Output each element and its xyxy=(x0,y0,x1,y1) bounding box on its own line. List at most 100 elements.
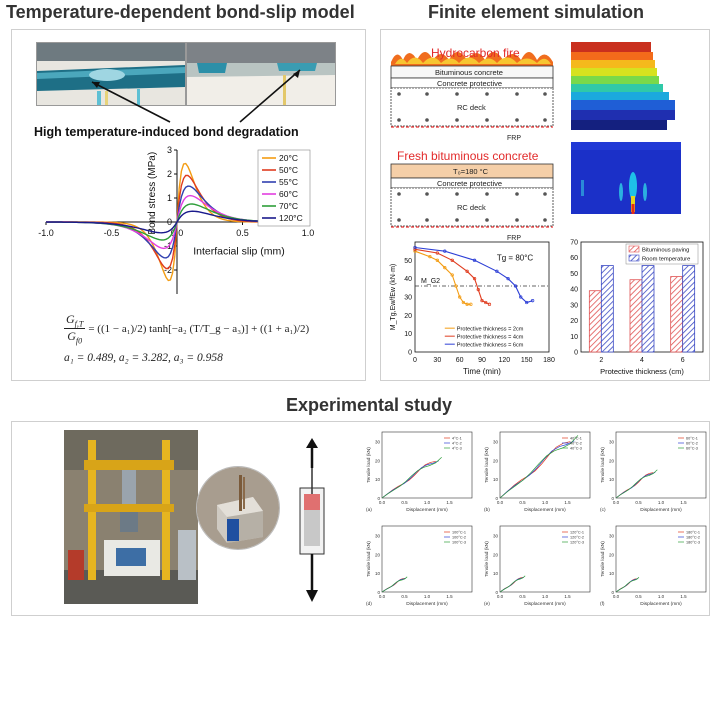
legend-label: 40°C-3 xyxy=(570,447,582,451)
x-tick-label: 0.5 xyxy=(519,500,526,505)
x-tick-label: 1.0 xyxy=(658,594,665,599)
x-axis-label: Time (min) xyxy=(463,367,501,376)
x-tick-label: 0 xyxy=(413,357,417,364)
y-tick-label: 0 xyxy=(611,496,614,501)
x-axis-label: Displacement (mm) xyxy=(524,507,566,513)
panel-tag: (a) xyxy=(366,507,372,513)
x-tick-label: 1.5 xyxy=(680,594,687,599)
y-tick-label: 30 xyxy=(493,439,499,444)
fresh-title: Fresh bituminous concrete xyxy=(397,149,539,163)
y-axis-label: Tensile load (kN) xyxy=(600,447,606,483)
series-point xyxy=(465,269,469,273)
load-displacement-chart: 0 10 20 30 0.0 0.5 1.0 1.5 Displacement (mm) Tens… xyxy=(484,525,591,607)
series-line xyxy=(615,577,640,593)
y-axis-label: Tensile load (kN) xyxy=(600,541,606,577)
layer-bituminous: Bituminous concrete xyxy=(435,68,503,77)
x-axis-label: Displacement (mm) xyxy=(640,507,682,513)
load-displacement-chart: 0 10 20 30 0.0 0.5 1.0 1.5 Displacement (mm) Tens… xyxy=(484,431,591,513)
series-point xyxy=(476,288,480,292)
fem-section-fresh: Fresh bituminous concrete T₀=180 °C Conc… xyxy=(390,149,554,242)
load-displacement-chart: 0 10 20 30 0.0 0.5 1.0 1.5 Displacement (mm) Tens… xyxy=(366,525,473,607)
series-point xyxy=(484,300,488,305)
x-tick-label: 1.0 xyxy=(658,500,665,505)
x-tick-label: 0.0 xyxy=(613,500,620,505)
y-tick-label: 40 xyxy=(404,276,412,283)
y-tick-label: 0 xyxy=(495,496,498,501)
y-axis-label: Tensile load (kN) xyxy=(484,541,490,577)
series-point xyxy=(435,251,439,255)
y-tick-label: 20 xyxy=(493,552,499,557)
x-tick-label: 1.0 xyxy=(302,228,315,238)
plot-frame xyxy=(615,525,707,593)
heading-bond-slip: Temperature-dependent bond-slip model xyxy=(6,2,355,22)
specimen-photo xyxy=(196,466,280,550)
y-tick-label: 60 xyxy=(570,255,578,262)
series-line xyxy=(499,435,579,499)
bond-degradation-photo-right xyxy=(186,42,336,106)
y-tick-label: 0 xyxy=(611,590,614,595)
legend-label: Protective thickness = 4cm xyxy=(457,335,524,341)
formula-num: G xyxy=(66,312,75,326)
series-line xyxy=(499,440,575,499)
y-axis-label: M_Tg,Ew/fEw (kN·m) xyxy=(390,264,397,331)
legend-label: 120°C-3 xyxy=(570,541,584,545)
bar xyxy=(682,265,696,353)
pointer-arrows xyxy=(91,69,301,123)
plot-frame xyxy=(414,241,550,353)
legend-label: 40°C-1 xyxy=(570,437,582,441)
y-tick-label: 30 xyxy=(375,533,381,538)
legend-label: 40°C-2 xyxy=(570,442,582,446)
legend-label: 120°C-1 xyxy=(570,531,584,535)
legend-label: Bituminous paving xyxy=(642,248,689,254)
formula-num-sub: f,T xyxy=(74,319,84,329)
x-tick-label: 1.0 xyxy=(424,500,431,505)
x-tick-label: 0.0 xyxy=(379,594,386,599)
x-tick-label: 2 xyxy=(599,357,603,364)
x-tick-label: 1.5 xyxy=(564,594,571,599)
series-point xyxy=(513,284,518,288)
heading-experimental: Experimental study xyxy=(286,395,453,415)
y-tick-label: 10 xyxy=(404,331,412,338)
series-point xyxy=(413,245,417,250)
x-axis-label: Displacement (mm) xyxy=(640,601,682,607)
panel-tag: (c) xyxy=(600,507,606,513)
legend-label: 100°C-2 xyxy=(452,536,466,540)
y-axis-label: Tensile load (kN) xyxy=(366,447,372,483)
y-tick-label: 20 xyxy=(375,552,381,557)
y-tick-label: 20 xyxy=(493,458,499,463)
x-tick-label: 0.0 xyxy=(497,594,504,599)
legend-label: 120°C xyxy=(279,213,303,223)
fem-panel: Hydrocarbon fire Bituminous concrete Con… xyxy=(380,29,710,381)
legend-label: 50°C xyxy=(279,165,298,175)
x-tick-label: 1.5 xyxy=(446,594,453,599)
y-tick-label: 20 xyxy=(375,458,381,463)
y-tick-label: 10 xyxy=(609,571,615,576)
x-axis-label: Displacement (mm) xyxy=(406,601,448,607)
y-tick-label: 30 xyxy=(375,439,381,444)
bar xyxy=(641,265,655,353)
fire-label: Hydrocarbon fire xyxy=(431,46,520,60)
fem-section-fire: Hydrocarbon fire Bituminous concrete Con… xyxy=(390,46,554,142)
y-tick-label: 20 xyxy=(570,318,578,325)
y-tick-label: 50 xyxy=(570,271,578,278)
x-tick-label: 1.0 xyxy=(542,594,549,599)
x-axis-label: Displacement (mm) xyxy=(524,601,566,607)
x-axis-label: Protective thickness (cm) xyxy=(600,367,684,376)
x-tick-label: 150 xyxy=(521,357,533,364)
legend-box xyxy=(625,243,699,265)
series-point xyxy=(487,302,492,306)
frp-label-2: FRP xyxy=(507,235,521,242)
series-point xyxy=(472,258,477,262)
series-point xyxy=(506,277,510,281)
legend-label: 100°C-3 xyxy=(452,541,466,545)
formula-den-sub: f0 xyxy=(75,336,83,346)
x-tick-label: 0.5 xyxy=(401,594,408,599)
y-tick-label: 10 xyxy=(375,571,381,576)
series-point xyxy=(428,255,432,259)
x-tick-label: 1.0 xyxy=(542,500,549,505)
x-tick-label: 180 xyxy=(543,357,555,364)
experimental-panel: 0 10 20 30 0.0 0.5 1.0 1.5 Displacement (mm) Tens… xyxy=(11,421,710,616)
y-tick-label: 0 xyxy=(408,350,412,357)
y-tick-label: 1 xyxy=(167,193,172,203)
